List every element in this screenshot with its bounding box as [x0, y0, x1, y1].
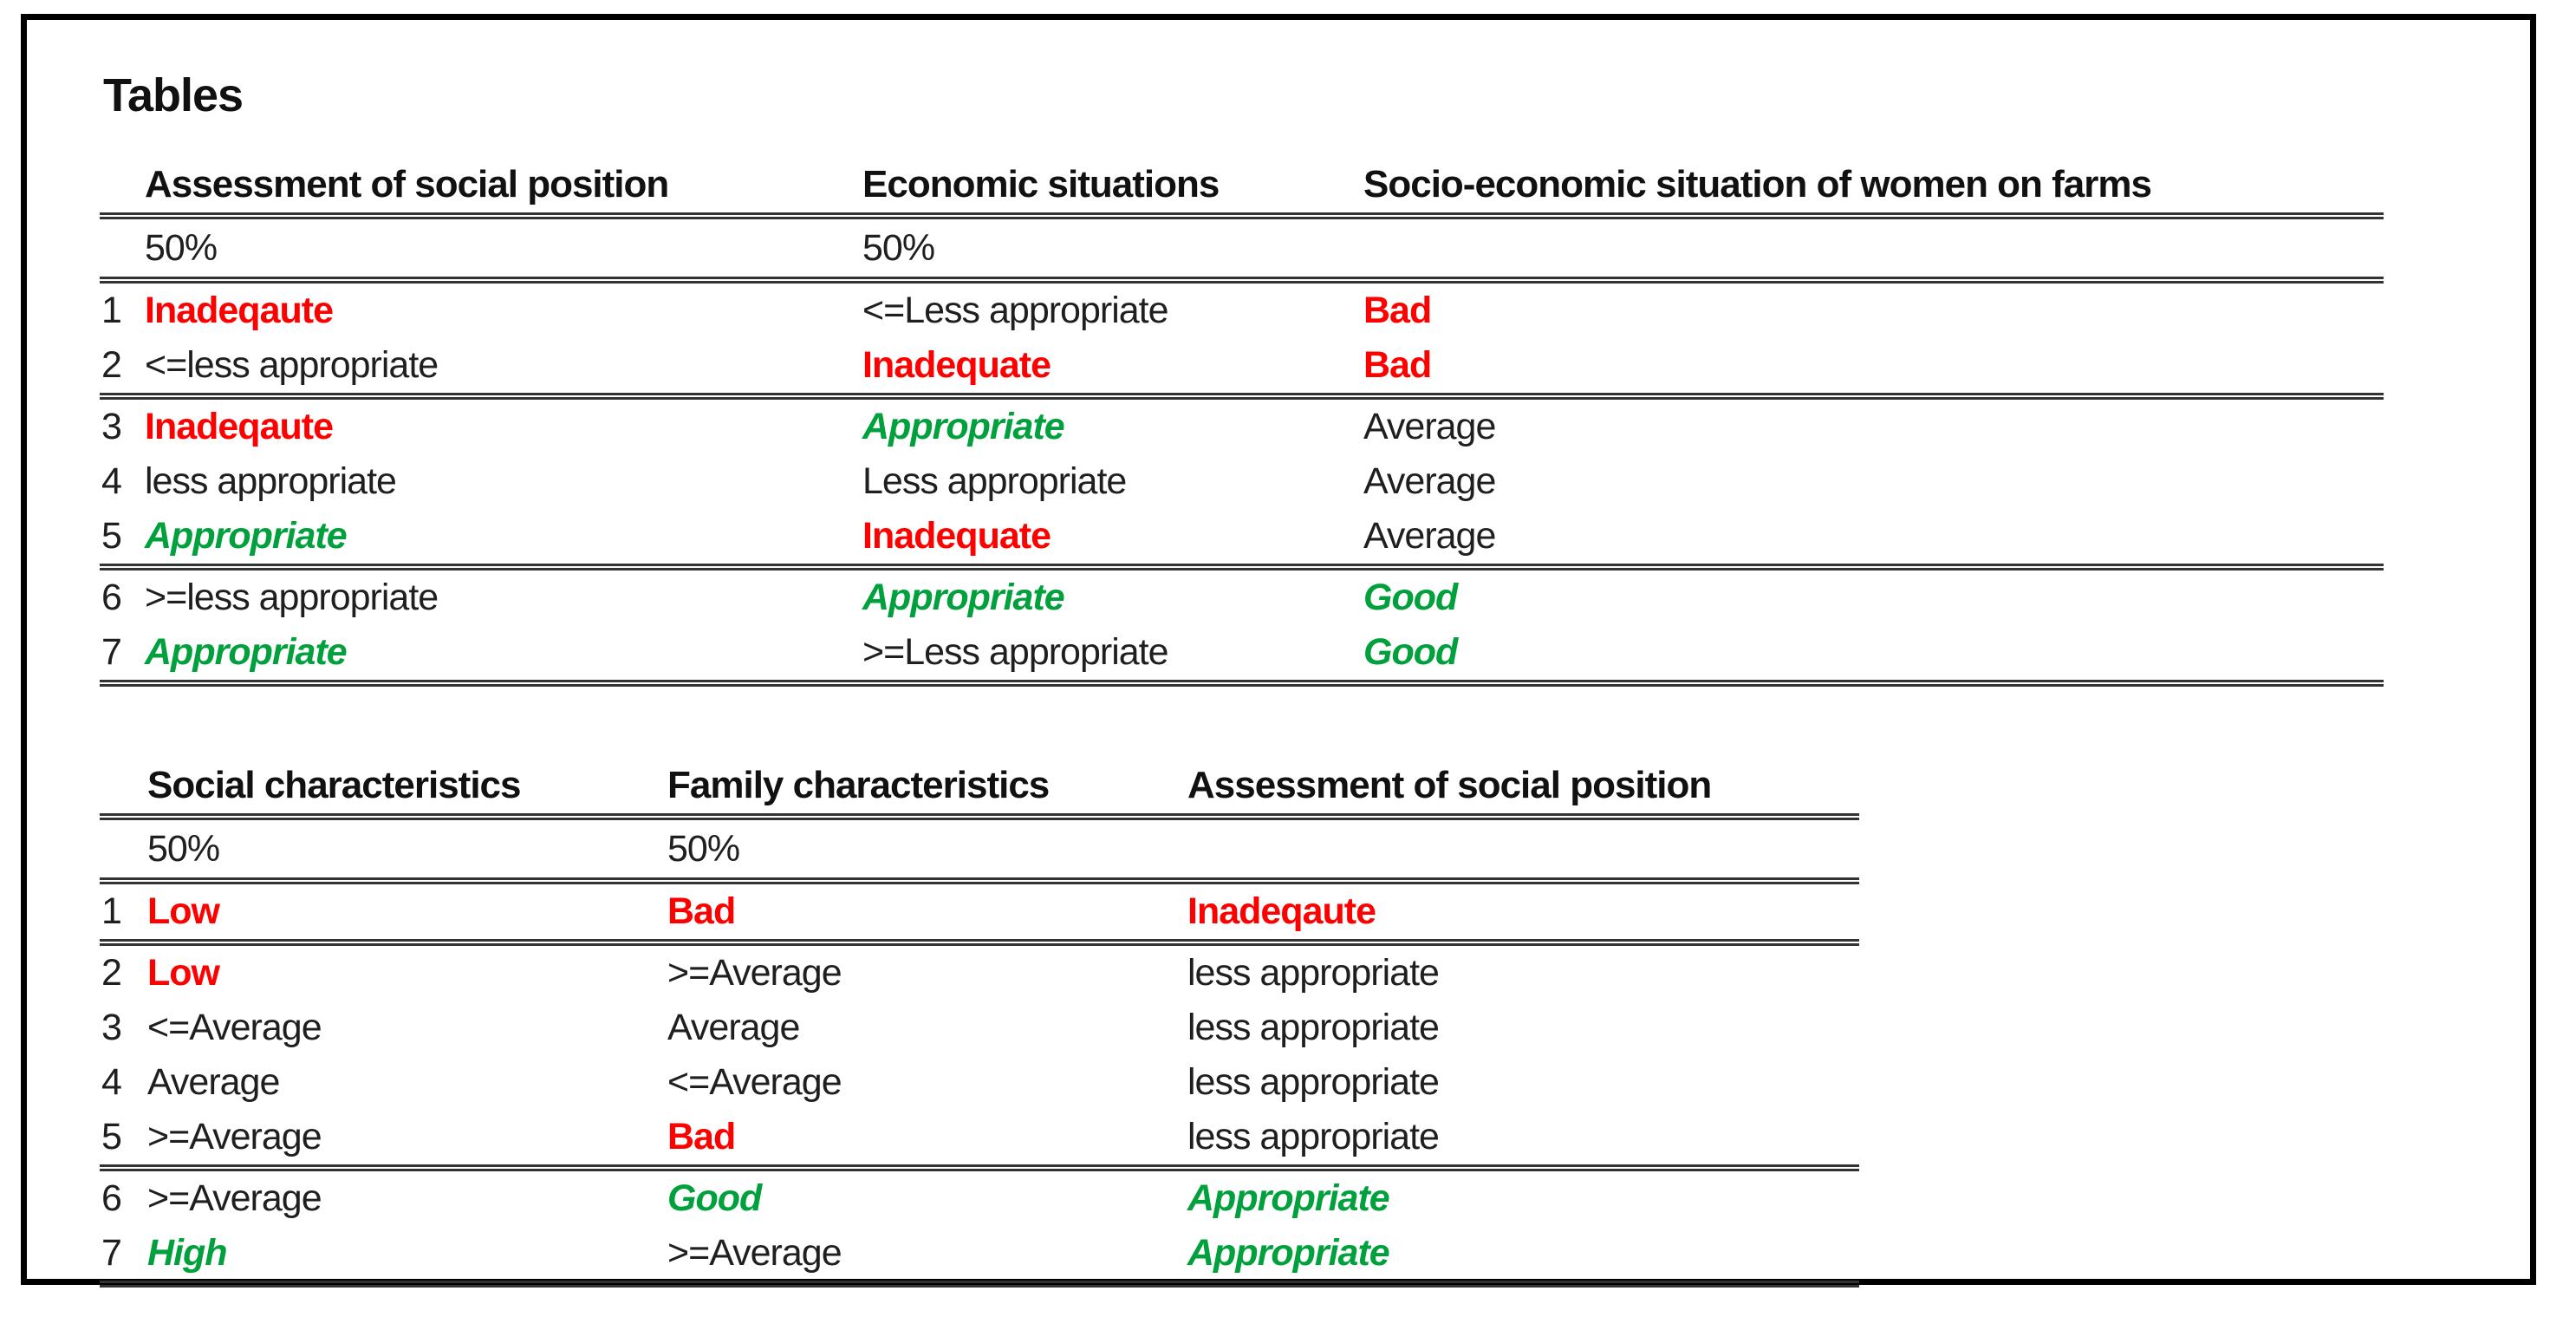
row-number: 7	[101, 1232, 122, 1274]
table-subheader-row: 50% 50%	[100, 820, 1859, 884]
table-row: 4 less appropriate Less appropriate Aver…	[100, 454, 2384, 509]
table-cell: Low	[147, 952, 220, 994]
column-header: Family characteristics	[667, 764, 1050, 806]
table-cell: Appropriate	[1187, 1232, 1390, 1274]
table-row: 2 <=less appropriate Inadequate Bad	[100, 338, 2384, 400]
table-cell: Good	[667, 1177, 762, 1219]
table-cell: Average	[147, 1061, 280, 1103]
table-cell: Average	[667, 1007, 800, 1048]
row-number: 4	[101, 1061, 122, 1103]
table-cell: >=Less appropriate	[862, 631, 1169, 673]
row-number: 5	[101, 515, 122, 557]
table-cell: Appropriate	[145, 515, 348, 557]
table-header-row: Social characteristics Family characteri…	[100, 758, 1859, 820]
table-cell: >=Average	[667, 952, 842, 994]
table-cell: >=Average	[667, 1232, 842, 1274]
table-row: 1 Low Bad Inadeqaute	[100, 884, 1859, 946]
table-socio-economic-situation: Assessment of social position Economic s…	[100, 157, 2384, 687]
table-cell: Average	[1363, 460, 1496, 502]
percent-cell: 50%	[147, 827, 220, 870]
row-number: 1	[101, 890, 122, 932]
percent-cell: 50%	[145, 226, 218, 269]
table-cell: Appropriate	[862, 406, 1065, 447]
table-cell: less appropriate	[1187, 1116, 1440, 1157]
table-cell: Average	[1363, 406, 1496, 447]
table-cell: Inadequate	[862, 515, 1051, 557]
percent-cell: 50%	[862, 226, 935, 269]
table-cell: Bad	[667, 1116, 736, 1157]
table-cell: Inadeqaute	[145, 406, 334, 447]
row-number: 4	[101, 460, 122, 502]
table-cell: Low	[147, 890, 220, 932]
table-cell: less appropriate	[145, 460, 397, 502]
row-number: 5	[101, 1116, 122, 1157]
table-cell: Inadeqaute	[145, 290, 334, 331]
table-cell: Average	[1363, 515, 1496, 557]
page-title: Tables	[103, 69, 244, 121]
row-number: 3	[101, 1007, 122, 1048]
table-cell: Inadequate	[862, 344, 1051, 386]
table-row: 5 >=Average Bad less appropriate	[100, 1110, 1859, 1171]
row-number: 3	[101, 406, 122, 447]
table-cell: >=less appropriate	[145, 577, 439, 618]
table-cell: Bad	[1363, 344, 1432, 386]
document-border: Tables Assessment of social position Eco…	[21, 14, 2536, 1288]
table-cell: Appropriate	[1187, 1177, 1390, 1219]
table-row: 5 Appropriate Inadequate Average	[100, 509, 2384, 570]
column-header: Social characteristics	[147, 764, 521, 806]
table-cell: Good	[1363, 577, 1458, 618]
table-header-row: Assessment of social position Economic s…	[100, 157, 2384, 219]
table-cell: Appropriate	[862, 577, 1065, 618]
row-number: 2	[101, 344, 122, 386]
table-row: 6 >=less appropriate Appropriate Good	[100, 570, 2384, 625]
table-row: 1 Inadeqaute <=Less appropriate Bad	[100, 284, 2384, 338]
table-row: 3 Inadeqaute Appropriate Average	[100, 400, 2384, 454]
document-content: Tables Assessment of social position Eco…	[100, 63, 2384, 1288]
table-cell: less appropriate	[1187, 1061, 1440, 1103]
table-cell: High	[147, 1232, 228, 1274]
table-cell: <=Less appropriate	[862, 290, 1169, 331]
table-cell: >=Average	[147, 1116, 322, 1157]
table-row: 2 Low >=Average less appropriate	[100, 946, 1859, 1001]
table-subheader-row: 50% 50%	[100, 219, 2384, 284]
table-cell: Inadeqaute	[1187, 890, 1376, 932]
table-cell: Appropriate	[145, 631, 348, 673]
table-cell: less appropriate	[1187, 1007, 1440, 1048]
table-cell: Less appropriate	[862, 460, 1127, 502]
table-cell: <=Average	[147, 1007, 322, 1048]
column-header: Economic situations	[862, 163, 1220, 205]
table-row: 7 Appropriate >=Less appropriate Good	[100, 625, 2384, 687]
table-row: 3 <=Average Average less appropriate	[100, 1001, 1859, 1055]
table-cell: >=Average	[147, 1177, 322, 1219]
column-header: Assessment of social position	[1187, 764, 1712, 806]
table-row: 4 Average <=Average less appropriate	[100, 1055, 1859, 1110]
table-cell: Bad	[1363, 290, 1432, 331]
table-cell: <=less appropriate	[145, 344, 439, 386]
percent-cell: 50%	[667, 827, 740, 870]
table-cell: Good	[1363, 631, 1458, 673]
table-cell: Bad	[667, 890, 736, 932]
row-number: 6	[101, 1177, 122, 1219]
table-cell: <=Average	[667, 1061, 842, 1103]
row-number: 2	[101, 952, 122, 994]
table-cell: less appropriate	[1187, 952, 1440, 994]
column-header: Assessment of social position	[145, 163, 669, 205]
row-number: 1	[101, 290, 122, 331]
table-assessment-of-social-position: Social characteristics Family characteri…	[100, 758, 2384, 1288]
row-number: 6	[101, 577, 122, 618]
column-header: Socio-economic situation of women on far…	[1363, 163, 2152, 205]
row-number: 7	[101, 631, 122, 673]
table-row: 7 High >=Average Appropriate	[100, 1226, 1859, 1288]
table-row: 6 >=Average Good Appropriate	[100, 1171, 1859, 1226]
